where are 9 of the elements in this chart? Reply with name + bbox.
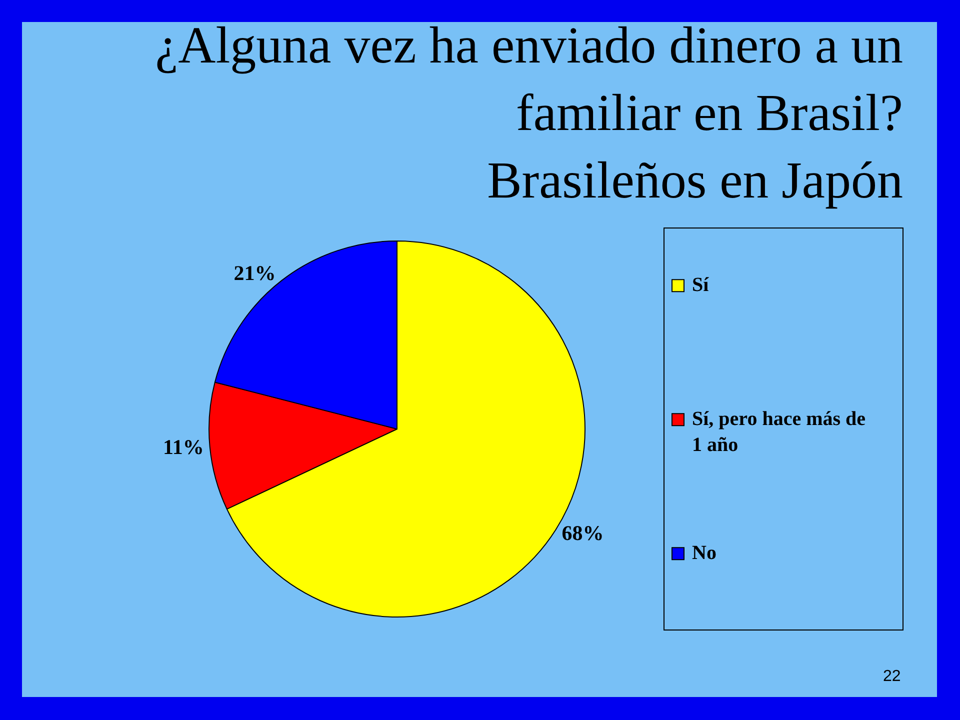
legend-label: Sí — [692, 274, 710, 296]
chart-subtitle: Brasileños en Japón — [487, 152, 903, 210]
chart-title: ¿Alguna vez ha enviado dinero a un familiar en Brasil? — [155, 17, 903, 142]
data-label: 11% — [162, 434, 204, 459]
data-label: 68% — [562, 521, 604, 546]
legend-label: No — [692, 542, 716, 564]
data-label: 21% — [234, 260, 276, 285]
text: 22 — [883, 668, 901, 685]
legend-label: Sí, pero hace más de 1 año — [692, 408, 866, 456]
